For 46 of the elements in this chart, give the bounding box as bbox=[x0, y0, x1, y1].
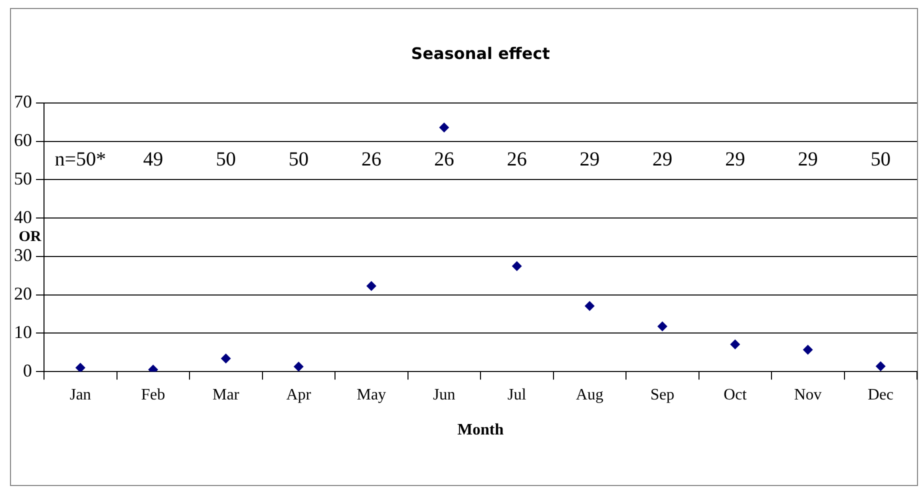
y-tick-label: 10 bbox=[14, 322, 32, 342]
y-tick-label: 70 bbox=[14, 92, 32, 112]
y-tick-label: 40 bbox=[14, 206, 32, 227]
point bbox=[75, 362, 86, 372]
x-tick-label: Aug bbox=[576, 386, 604, 404]
annotation: 26 bbox=[361, 148, 382, 171]
x-tick-label: May bbox=[356, 386, 386, 404]
x-tick-label: Dec bbox=[868, 386, 894, 404]
x-tick-label: Apr bbox=[286, 386, 312, 404]
annotation: 26 bbox=[434, 148, 454, 171]
annotation: 50 bbox=[216, 148, 236, 171]
annotation: n=50* bbox=[54, 148, 106, 171]
y-tick-label: 50 bbox=[14, 168, 32, 188]
x-tick-label: Nov bbox=[794, 386, 822, 404]
y-tick-label: 20 bbox=[14, 284, 32, 304]
y-tick-label: 60 bbox=[14, 130, 32, 150]
point bbox=[439, 122, 450, 133]
point bbox=[512, 261, 522, 272]
chart-title: Seasonal effect bbox=[411, 44, 550, 64]
point bbox=[220, 354, 231, 364]
annotation: 29 bbox=[580, 148, 600, 171]
point bbox=[366, 281, 376, 292]
x-axis-title: Month bbox=[457, 422, 504, 439]
annotation: 29 bbox=[798, 148, 818, 171]
x-tick-label: Jul bbox=[508, 386, 527, 404]
annotation: 29 bbox=[652, 148, 672, 171]
point bbox=[294, 362, 304, 372]
y-tick-label: 0 bbox=[23, 360, 32, 380]
annotation: 49 bbox=[143, 148, 164, 171]
point bbox=[876, 361, 886, 372]
x-tick-label: Sep bbox=[650, 386, 674, 404]
point bbox=[584, 300, 595, 311]
point bbox=[657, 321, 668, 332]
x-tick-label: Feb bbox=[141, 386, 166, 404]
annotation: 50 bbox=[288, 148, 309, 171]
point bbox=[730, 339, 740, 350]
x-tick-label: Oct bbox=[724, 386, 748, 404]
y-axis-title: OR bbox=[18, 229, 42, 246]
y-tick-label: 30 bbox=[14, 245, 32, 266]
annotation: 50 bbox=[870, 148, 891, 171]
annotation: 29 bbox=[725, 148, 746, 171]
x-tick-label: Mar bbox=[212, 386, 240, 404]
point bbox=[802, 344, 813, 355]
x-tick-label: Jan bbox=[70, 386, 92, 404]
annotation: 26 bbox=[506, 148, 527, 171]
x-tick-label: Jun bbox=[433, 386, 456, 404]
